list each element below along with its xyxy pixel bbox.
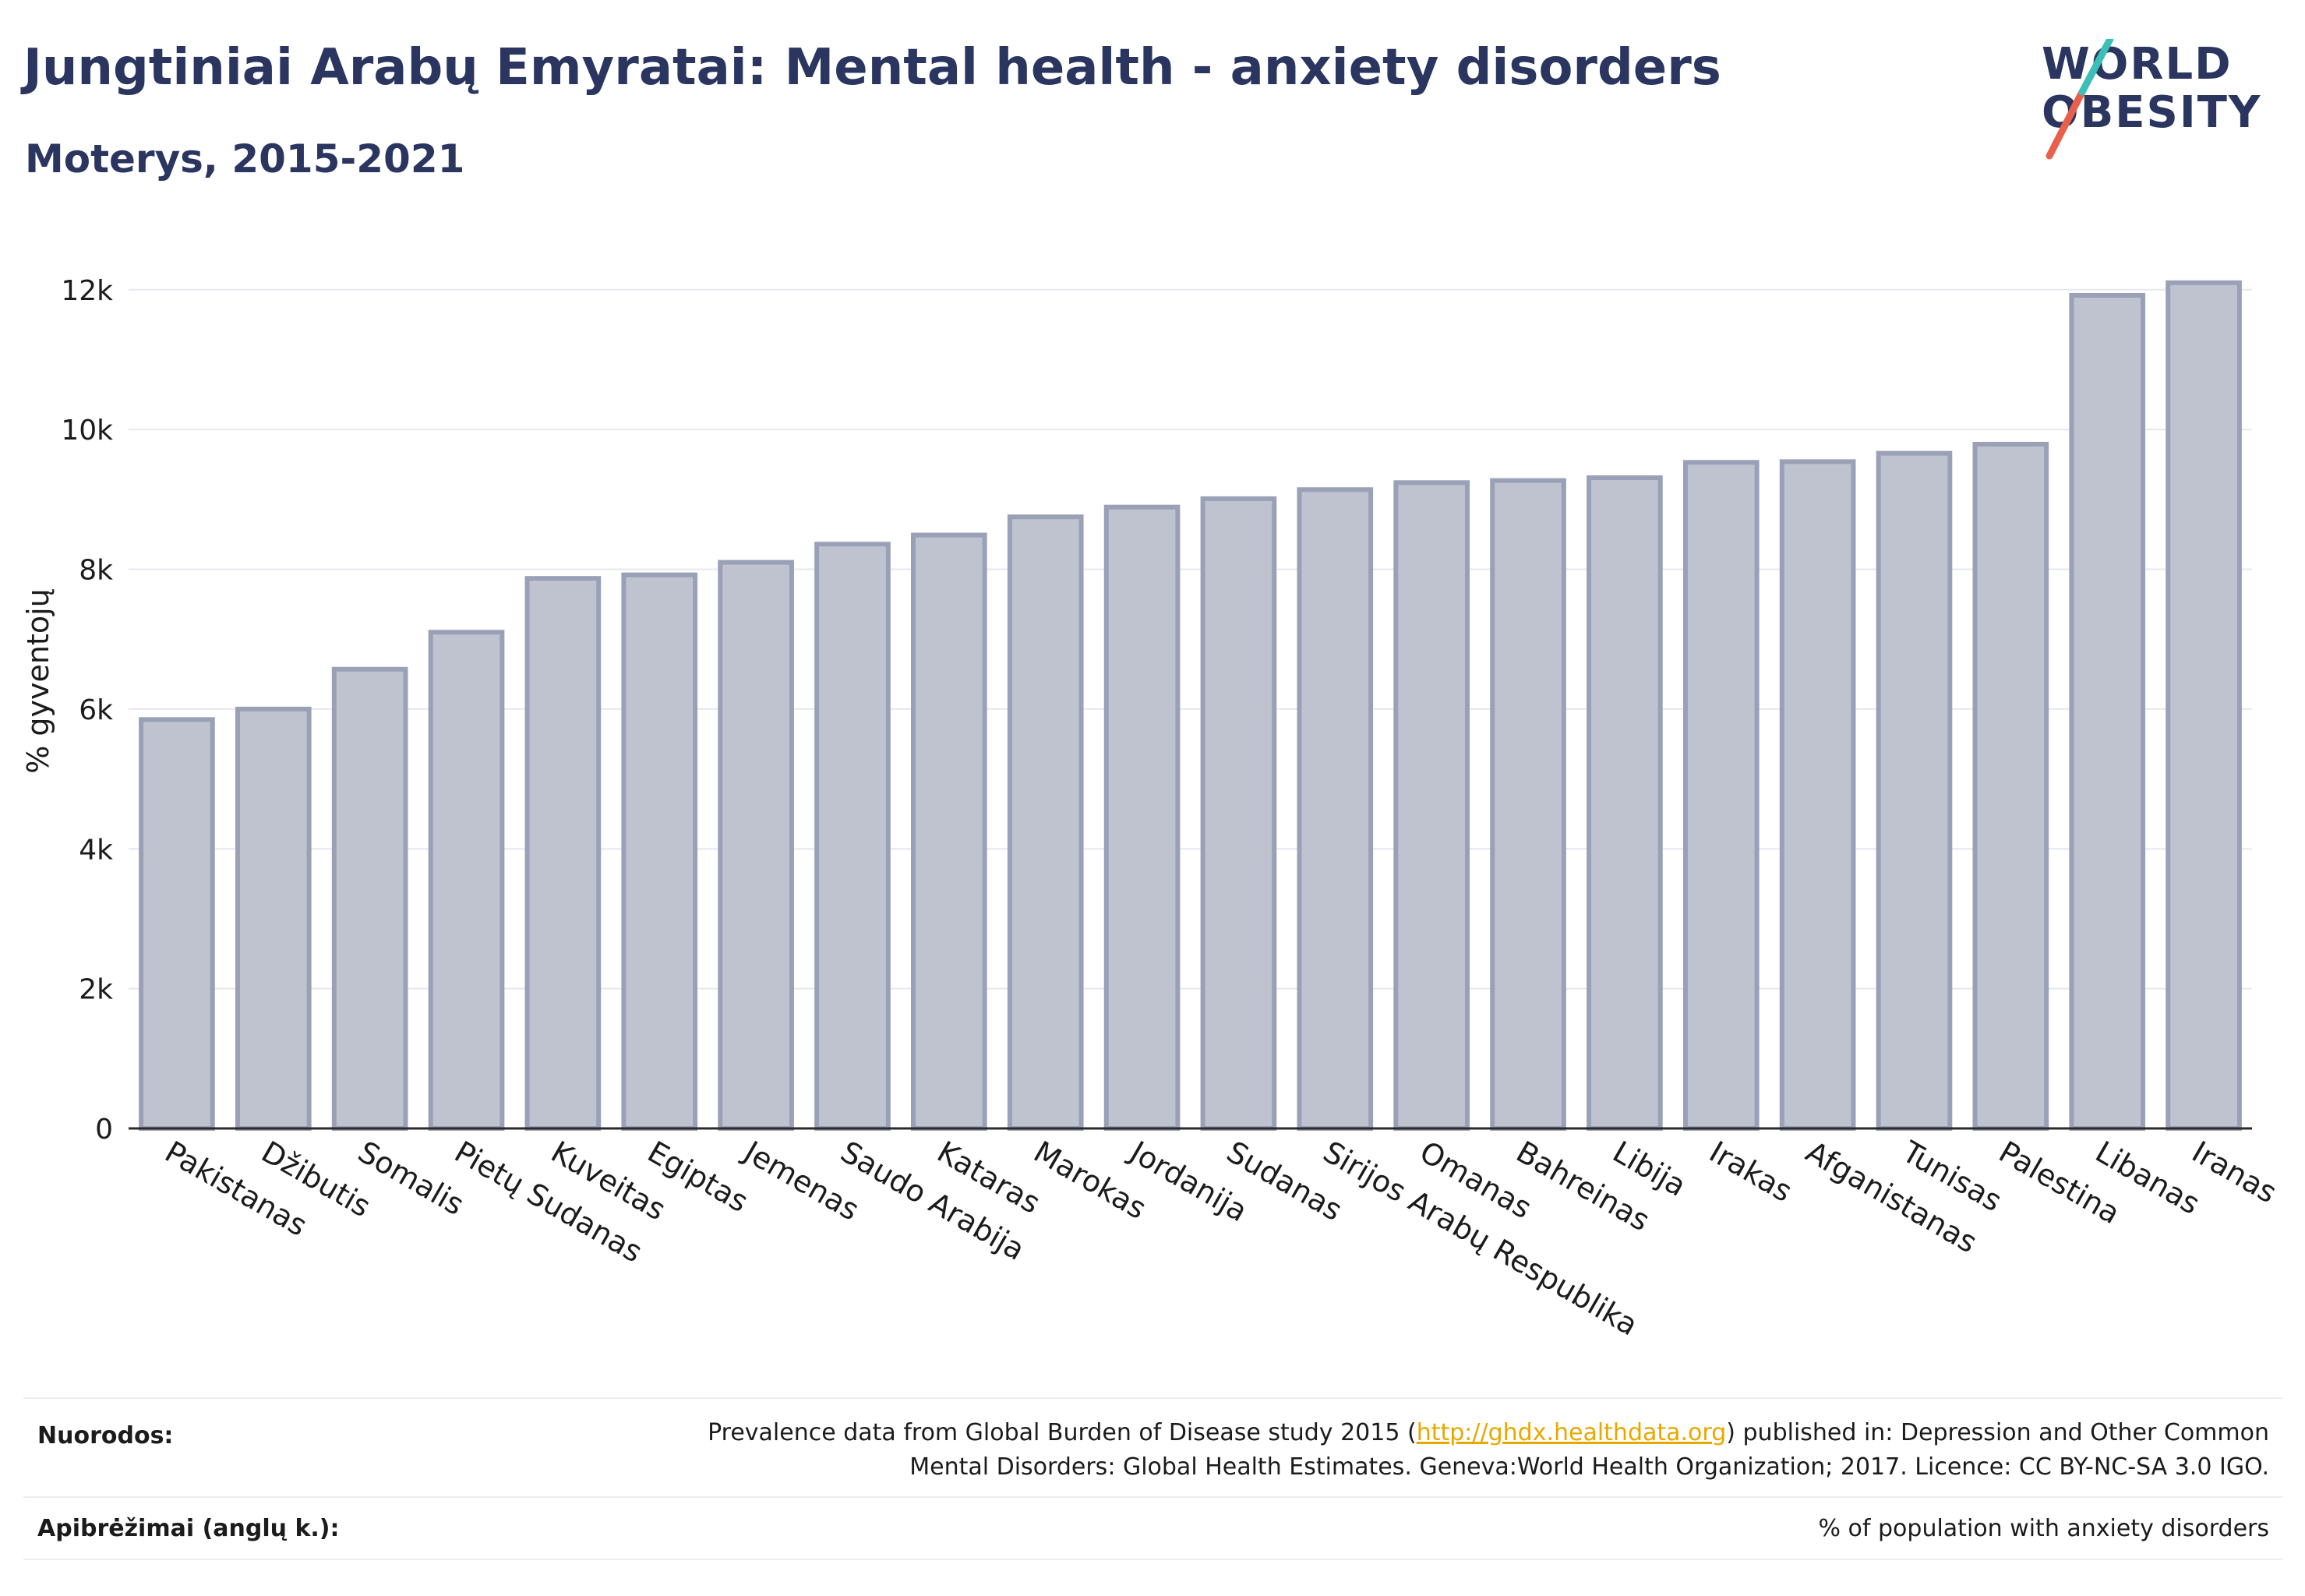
references-link[interactable]: http://ghdx.healthdata.org xyxy=(1416,1419,1727,1446)
chart-subtitle: Moterys, 2015-2021 xyxy=(25,136,465,182)
bar[interactable] xyxy=(428,630,505,1131)
bar[interactable] xyxy=(1682,460,1760,1131)
y-tick-label: 12k xyxy=(61,275,113,307)
footer-divider-bottom xyxy=(23,1559,2283,1560)
footer-references: Nuorodos: Prevalence data from Global Bu… xyxy=(23,1399,2283,1496)
bar[interactable] xyxy=(1103,504,1181,1131)
references-text-line2: Mental Disorders: Global Health Estimate… xyxy=(909,1453,2269,1481)
bar[interactable] xyxy=(1972,441,2049,1131)
footer-divider-top xyxy=(23,1397,2283,1399)
y-axis-ticks: 0 2k 4k 6k 8k 10k 12k xyxy=(61,275,113,1146)
y-tick-label: 10k xyxy=(61,415,113,447)
bar[interactable] xyxy=(1393,480,1470,1131)
y-tick-label: 8k xyxy=(79,555,113,587)
world-obesity-logo[interactable]: WORLD OBESITY xyxy=(2034,39,2291,164)
bar[interactable] xyxy=(1587,475,1663,1131)
bar[interactable] xyxy=(524,576,602,1131)
references-label: Nuorodos: xyxy=(37,1422,174,1449)
bar[interactable] xyxy=(331,666,408,1131)
bar[interactable] xyxy=(1779,459,1856,1131)
footer-divider-middle xyxy=(23,1496,2283,1498)
logo-slash-icon xyxy=(2046,39,2114,160)
bar[interactable] xyxy=(1007,514,1084,1131)
bar[interactable] xyxy=(1200,496,1277,1131)
bar[interactable] xyxy=(718,560,794,1131)
definitions-text: % of population with anxiety disorders xyxy=(1818,1515,2269,1542)
y-tick-label: 2k xyxy=(79,974,113,1006)
x-tick-label: Somalis xyxy=(352,1135,470,1222)
footer-definitions: Apibrėžimai (anglų k.): % of population … xyxy=(23,1498,2283,1559)
y-axis-label: % gyventojų xyxy=(21,588,55,774)
bar[interactable] xyxy=(814,542,891,1131)
y-tick-label: 4k xyxy=(79,834,113,866)
x-tick-label: Irakas xyxy=(1703,1135,1798,1209)
references-text: Prevalence data from Global Burden of Di… xyxy=(708,1416,2269,1485)
bar[interactable] xyxy=(139,717,215,1131)
references-text-pre: Prevalence data from Global Burden of Di… xyxy=(708,1419,1417,1446)
y-tick-label: 6k xyxy=(79,694,113,726)
bar[interactable] xyxy=(235,706,312,1131)
definitions-label: Apibrėžimai (anglų k.): xyxy=(37,1515,340,1542)
bar[interactable] xyxy=(2166,280,2242,1131)
bar[interactable] xyxy=(1490,478,1566,1131)
bar[interactable] xyxy=(1297,487,1374,1131)
bar[interactable] xyxy=(911,532,987,1131)
chart-title: Jungtiniai Arabų Emyratai: Mental health… xyxy=(23,39,1721,97)
bar[interactable] xyxy=(1876,450,1953,1131)
bars xyxy=(139,280,2242,1131)
bar-chart: 0 2k 4k 6k 8k 10k 12k PakistanasDžibutisSomali… xyxy=(21,275,2282,1343)
y-tick-label: 0 xyxy=(95,1114,113,1146)
logo-word-world: WORLD xyxy=(2042,39,2233,90)
bar[interactable] xyxy=(2069,292,2146,1131)
references-text-post: ) published in: Depression and Other Com… xyxy=(1726,1419,2269,1446)
bar[interactable] xyxy=(621,572,698,1131)
